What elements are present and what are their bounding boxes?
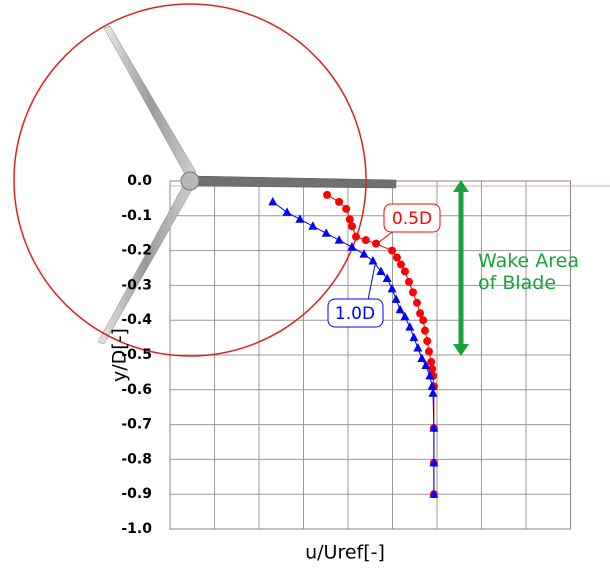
y-tick-label: 0.0: [127, 173, 152, 189]
callout-line: [368, 265, 375, 300]
point: [335, 198, 343, 206]
hub: [181, 172, 199, 190]
point: [405, 322, 414, 331]
point: [423, 337, 431, 345]
y-tick-label: -0.6: [121, 382, 152, 398]
annotation: Wake Area: [478, 250, 579, 272]
point: [427, 358, 435, 366]
x-axis-label: u/Uref[-]: [305, 542, 385, 564]
point: [348, 222, 356, 230]
point: [283, 207, 292, 216]
arrow: [453, 180, 469, 356]
point: [323, 191, 331, 199]
point: [388, 247, 396, 255]
legend-label: 0.5D: [392, 209, 432, 229]
point: [308, 221, 317, 230]
point: [396, 305, 405, 314]
point: [413, 299, 421, 307]
point: [342, 205, 350, 213]
chart: Wake Area of Blade 0.5D 1.0D u/Uref[-] y…: [0, 0, 610, 569]
y-tick-label: -0.5: [121, 347, 152, 363]
point: [425, 348, 433, 356]
y-tick-label: -0.7: [121, 417, 152, 433]
point: [268, 197, 277, 206]
y-tick-label: -0.3: [121, 277, 152, 293]
point: [322, 228, 331, 237]
point: [405, 278, 413, 286]
point: [372, 240, 380, 248]
point: [401, 267, 409, 275]
point: [352, 233, 360, 241]
point: [348, 242, 357, 251]
annotation: of Blade: [478, 272, 556, 294]
point: [416, 309, 424, 317]
point: [413, 343, 422, 352]
y-tick-label: -0.9: [121, 486, 152, 502]
legend-label: 1.0D: [335, 304, 375, 324]
point: [409, 333, 418, 342]
point: [393, 254, 401, 262]
blade: [104, 26, 196, 176]
y-tick-label: -1.0: [121, 521, 152, 537]
point: [362, 236, 370, 244]
point: [419, 316, 427, 324]
point: [421, 327, 429, 335]
y-tick-label: -0.8: [121, 451, 152, 467]
y-tick-label: -0.4: [121, 312, 152, 328]
y-tick-label: -0.2: [121, 243, 152, 259]
point: [409, 288, 417, 296]
point: [346, 215, 354, 223]
point: [335, 235, 344, 244]
point: [368, 256, 377, 265]
point: [397, 261, 405, 269]
y-tick-label: -0.1: [121, 208, 152, 224]
